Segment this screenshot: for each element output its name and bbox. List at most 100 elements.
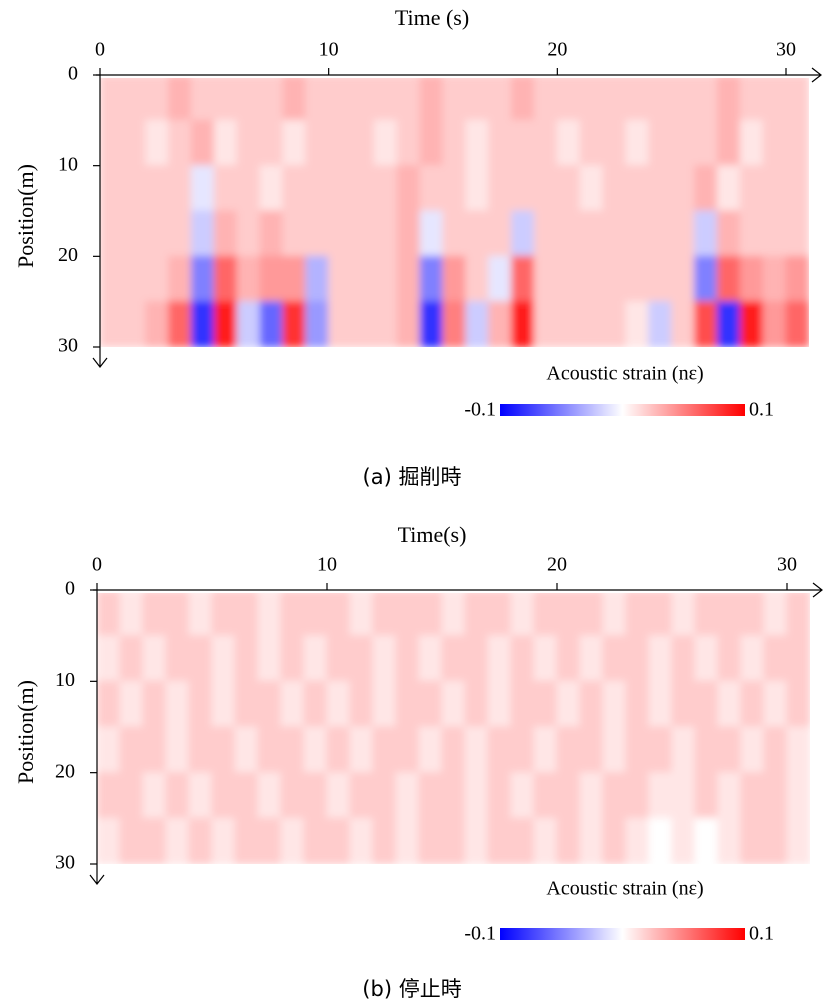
heat-cell [465,78,490,121]
heat-cell [190,78,215,121]
heat-cell [510,680,535,728]
heat-cell [602,165,627,212]
heat-cell [556,301,581,347]
heat-cell [373,119,398,167]
heat-cell [740,772,765,819]
heat-cell [602,635,627,682]
heat-cell [671,255,696,303]
heat-cell [259,78,284,121]
heat-cell [396,210,421,257]
heat-cell [145,78,170,121]
heat-cell [190,255,215,303]
heat-cell [717,726,742,774]
heat-cell [625,817,650,864]
heat-cell [694,593,719,637]
heat-cell [395,726,420,774]
heat-cell [602,772,627,819]
heat-cell [234,772,259,819]
colorbar-tick-label: 0.1 [749,923,774,945]
heat-cell [556,680,581,728]
heat-cell [648,301,673,347]
y-tick-label: 30 [55,852,75,874]
heat-cell [579,772,604,819]
heat-cell [488,78,513,121]
heat-cell [395,772,420,819]
heat-cell [579,817,604,864]
heat-cell [464,680,489,728]
caption: (b) 停止時 [362,977,461,1001]
heat-cell [648,593,673,637]
heat-cell [100,119,124,167]
heat-cell [648,635,673,682]
heat-cell [282,165,307,212]
heat-cell [763,772,788,819]
heat-cell [441,817,466,864]
x-axis [96,67,822,83]
heat-cell [122,165,147,212]
heat-cell [282,301,307,347]
heat-cell [785,119,809,167]
heat-cell [396,301,421,347]
heat-cell [533,165,558,212]
heat-cell [671,301,696,347]
heat-cell [511,210,535,257]
colorbar [500,404,745,416]
heat-cell [464,772,489,819]
heat-cell [556,635,581,682]
heat-cell [602,301,627,347]
heat-cell [442,78,467,121]
heat-cell [533,119,558,167]
heat-cell [119,593,144,637]
heat-cell [349,593,374,637]
heat-cell [259,301,284,347]
heat-cell [762,165,787,212]
heat-cell [257,726,282,774]
heat-cell [351,165,375,212]
heat-cell [556,78,581,121]
heat-cell [142,680,167,728]
y-tick-label: 0 [68,63,78,85]
heat-cell [785,210,809,257]
heat-cell [326,680,351,728]
heat-cell [511,165,535,212]
heat-cell [717,635,742,682]
heat-cell [694,78,718,121]
heat-cell [165,772,190,819]
heat-cell [211,772,236,819]
heat-cell [236,78,261,121]
heat-cell [236,301,261,347]
heat-cell [211,726,236,774]
colorbar-label: Acoustic strain (nε) [546,878,703,900]
heat-cell [280,772,305,819]
heat-cell [305,210,330,257]
x-axis [93,582,823,598]
x-axis-label: Time(s) [398,522,467,547]
heat-cell [671,593,696,637]
heat-cell [236,165,261,212]
heat-cell [694,817,719,864]
x-tick-label: 20 [547,554,567,576]
heat-cell [625,301,650,347]
heat-cell [373,255,398,303]
heat-cell [168,210,192,257]
y-tick-label: 10 [55,669,75,691]
heat-cell [190,165,215,212]
heatmap-cells [97,593,810,864]
heat-cell [168,255,192,303]
heat-cell [326,726,351,774]
heat-cell [556,726,581,774]
heat-cell [142,635,167,682]
heat-cell [257,635,282,682]
heat-cell [464,635,489,682]
heat-cell [257,680,282,728]
heat-cell [119,817,144,864]
heat-cell [648,772,673,819]
heat-cell [280,593,305,637]
heat-cell [188,593,213,637]
heat-cell [786,680,810,728]
heat-cell [441,635,466,682]
heat-cell [259,255,284,303]
heat-cell [671,210,696,257]
heat-cell [188,726,213,774]
heat-cell [762,301,787,347]
